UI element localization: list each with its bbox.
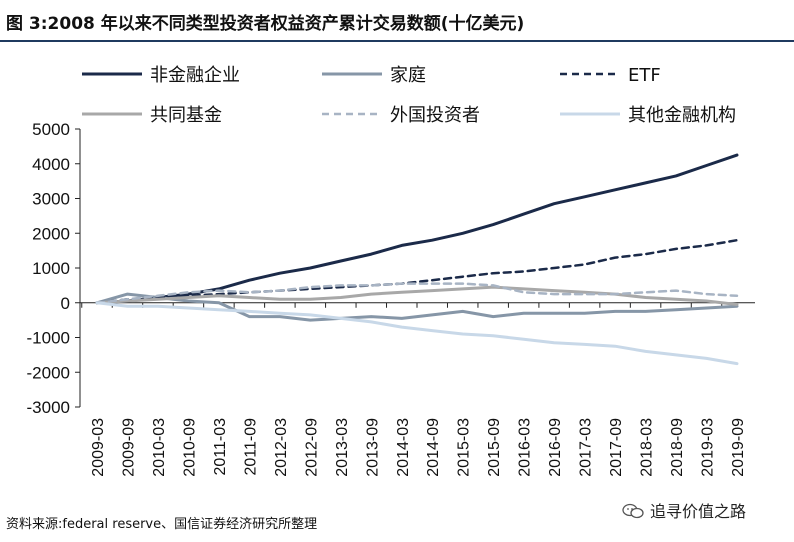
x-tick-label: 2009-09	[120, 418, 137, 477]
x-tick-label: 2009-03	[90, 418, 107, 477]
series-line	[95, 153, 739, 305]
y-tick-label: -3000	[27, 398, 70, 417]
x-tick-label: 2018-09	[669, 418, 686, 477]
y-tick-label: -2000	[27, 363, 70, 382]
x-tick-label: 2015-03	[456, 418, 473, 477]
y-tick-label: 4000	[32, 155, 70, 174]
legend-item-0: 非金融企业	[82, 65, 240, 86]
series-line	[95, 285, 739, 306]
x-tick-label: 2016-03	[517, 418, 534, 477]
y-tick-label: 1000	[32, 259, 70, 278]
series-5	[95, 301, 739, 366]
series-0	[95, 153, 739, 305]
legend-label: 外国投资者	[390, 105, 480, 126]
legend-item-3: 共同基金	[82, 105, 222, 126]
y-tick-label: 2000	[32, 224, 70, 243]
wechat-icon	[622, 503, 644, 519]
x-tick-label: 2016-09	[547, 418, 564, 477]
series-2	[95, 238, 739, 305]
series-4	[95, 282, 739, 305]
x-tick-label: 2011-09	[242, 418, 259, 476]
x-tick-label: 2014-03	[395, 418, 412, 477]
x-tick-label: 2013-03	[334, 418, 351, 477]
legend-label: 共同基金	[150, 105, 222, 126]
x-tick-label: 2010-09	[181, 418, 198, 477]
x-tick-label: 2015-09	[486, 418, 503, 477]
series-line	[95, 238, 739, 305]
x-tick-label: 2019-09	[730, 418, 747, 477]
x-tick-label: 2017-03	[578, 418, 595, 477]
legend-item-5: 其他金融机构	[560, 105, 736, 126]
legend-label: 非金融企业	[150, 65, 240, 86]
x-tick-label: 2019-03	[700, 418, 717, 477]
series-line	[95, 301, 739, 366]
x-tick-label: 2013-09	[364, 418, 381, 477]
legend-item-2: ETF	[560, 65, 661, 86]
x-tick-label: 2011-03	[212, 418, 229, 476]
x-axis: 2009-03 2009-09 2010-03 2010-09 2011-03 2011-…	[80, 302, 755, 477]
x-tick-label: 2012-09	[303, 418, 320, 477]
x-tick-label: 2017-09	[608, 418, 625, 477]
legend-item-1: 家庭	[322, 65, 426, 86]
plot-area	[95, 153, 739, 366]
legend-label: 其他金融机构	[628, 105, 736, 126]
legend-label: ETF	[628, 65, 661, 86]
y-tick-label: -1000	[27, 329, 70, 348]
watermark: 追寻价值之路	[622, 498, 746, 522]
x-tick-label: 2014-09	[425, 418, 442, 477]
legend: 非金融企业 家庭 ETF 共同基金 外国投资者 其他金融机构	[82, 65, 736, 126]
series-1	[95, 292, 739, 322]
legend-label: 家庭	[390, 65, 426, 86]
source-note: 资料来源:federal reserve、国信证券经济研究所整理	[6, 517, 318, 532]
series-3	[95, 285, 739, 306]
chart-title: 图 3:2008 年以来不同类型投资者权益资产累计交易数额(十亿美元)	[6, 14, 525, 34]
title-divider	[0, 40, 794, 42]
y-tick-label: 5000	[32, 120, 70, 139]
y-tick-label: 3000	[32, 190, 70, 209]
x-tick-label: 2010-03	[151, 418, 168, 477]
x-tick-label: 2012-03	[273, 418, 290, 477]
x-tick-label: 2018-03	[639, 418, 656, 477]
series-line	[95, 292, 739, 322]
legend-item-4: 外国投资者	[322, 105, 480, 126]
y-tick-label: 0	[61, 294, 70, 313]
title-bar: 图 3:2008 年以来不同类型投资者权益资产累计交易数额(十亿美元)	[0, 0, 794, 42]
watermark-text: 追寻价值之路	[650, 502, 747, 521]
y-axis: 5000 4000 3000 2000 1000 0 -1000 -2000 -3000	[27, 120, 81, 417]
series-line	[95, 282, 739, 305]
